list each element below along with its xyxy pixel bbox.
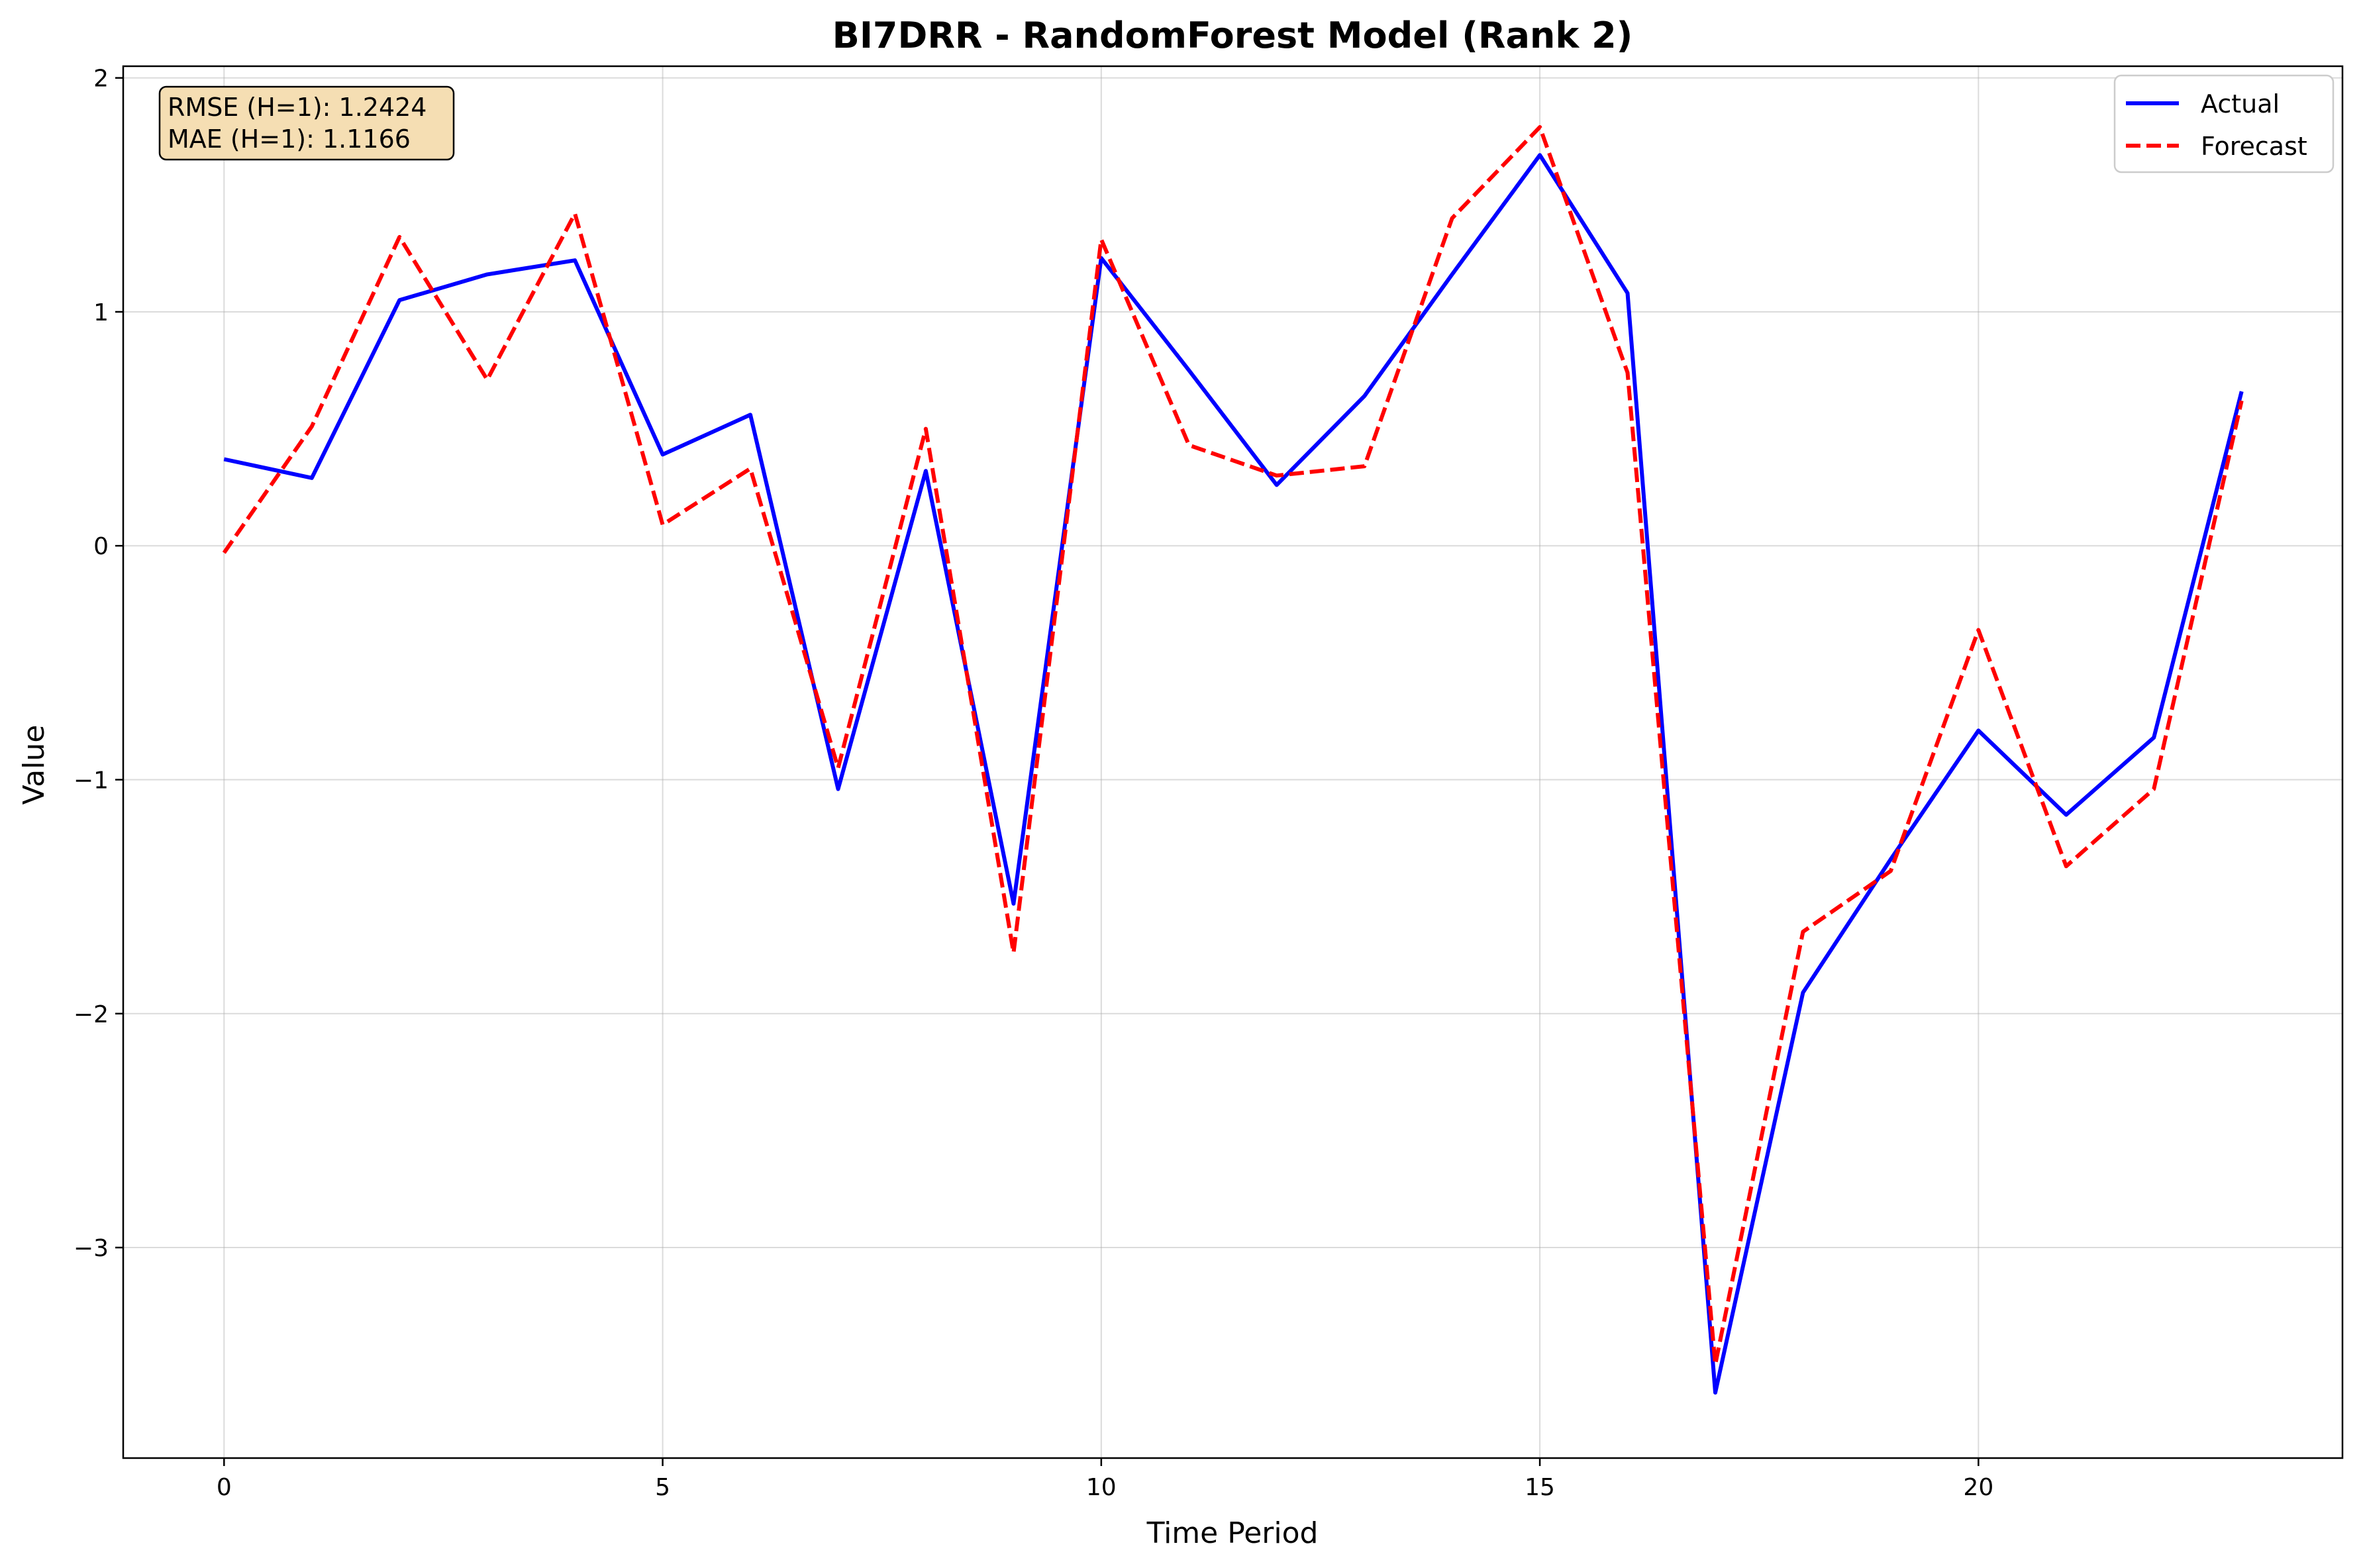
legend-label-actual: Actual: [2201, 89, 2280, 119]
y-tick-label: 0: [93, 533, 109, 560]
legend-box: [2113, 74, 2335, 173]
x-tick-label: 10: [1086, 1474, 1117, 1501]
mae-text: MAE (H=1): 1.1166: [168, 124, 411, 154]
y-tick-label: 1: [93, 299, 109, 326]
x-tick-label: 5: [655, 1474, 670, 1501]
metrics-annotation-box: [158, 85, 455, 161]
x-axis-label: Time Period: [1146, 1516, 1319, 1550]
metrics-annotation: RMSE (H=1): 1.2424 MAE (H=1): 1.1166: [158, 85, 455, 161]
rmse-text: RMSE (H=1): 1.2424: [168, 93, 427, 122]
legend-label-forecast: Forecast: [2201, 132, 2307, 161]
series-layer: [222, 124, 2244, 1395]
x-tick-label: 0: [217, 1474, 232, 1501]
chart-title: BI7DRR - RandomForest Model (Rank 2): [832, 15, 1633, 56]
y-axis-label: Value: [17, 725, 51, 805]
series-line-forecast: [222, 124, 2244, 1367]
y-tick-label: −1: [74, 767, 109, 794]
grid: [123, 66, 2342, 1458]
series-line-actual: [223, 153, 2244, 1395]
x-tick-label: 20: [1963, 1474, 1993, 1501]
plot-area-frame: [122, 65, 2344, 1459]
y-tick-label: 2: [93, 66, 109, 93]
x-tick-label: 15: [1525, 1474, 1555, 1501]
y-tick-label: −3: [74, 1235, 109, 1262]
y-tick-label: −2: [74, 1001, 109, 1028]
legend: Actual Forecast: [2113, 74, 2335, 173]
